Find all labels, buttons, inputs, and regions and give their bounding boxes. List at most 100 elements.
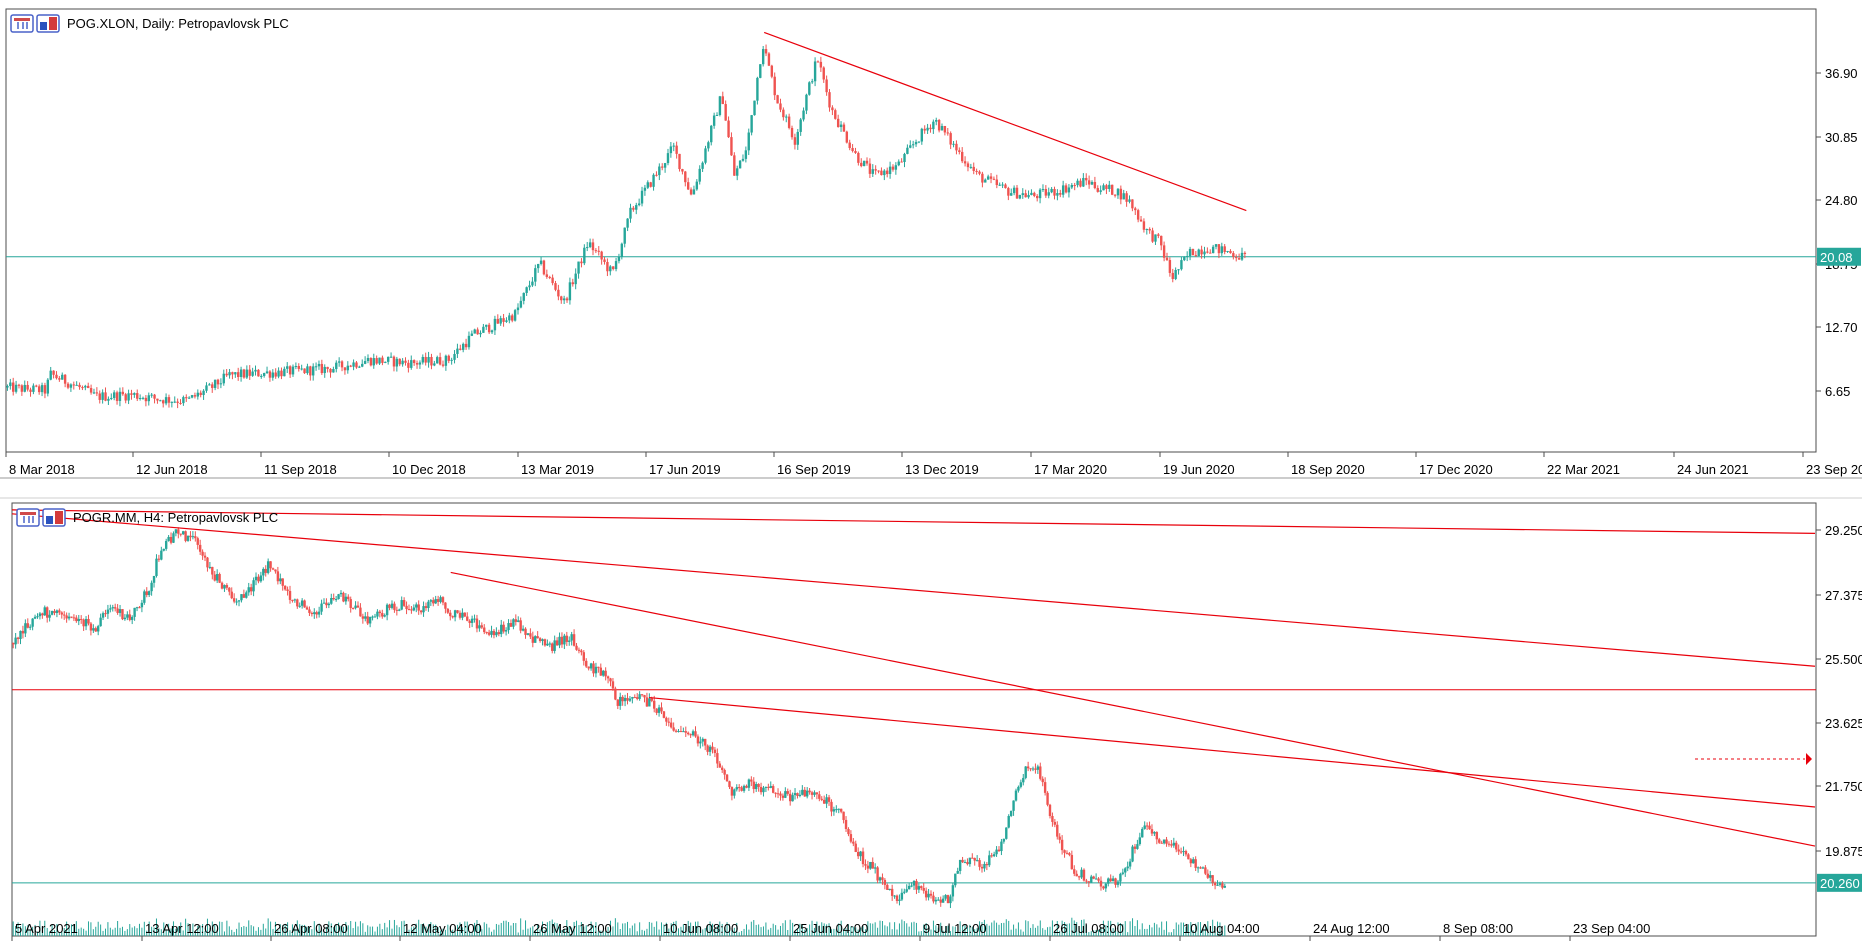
candle bbox=[555, 637, 559, 646]
candle bbox=[1223, 883, 1227, 889]
candle bbox=[109, 604, 112, 613]
candle-body bbox=[417, 604, 420, 611]
candle-body bbox=[791, 795, 794, 802]
candle-body bbox=[1122, 193, 1125, 200]
candle-body bbox=[124, 394, 127, 401]
candle-body bbox=[1012, 187, 1016, 194]
candle bbox=[249, 583, 253, 596]
candle-body bbox=[851, 148, 854, 152]
candle bbox=[891, 164, 895, 172]
candle-body bbox=[352, 362, 355, 367]
candle bbox=[1024, 766, 1027, 780]
trendline[interactable] bbox=[11, 513, 1816, 667]
candle bbox=[900, 888, 904, 902]
chart-window-icon[interactable] bbox=[10, 14, 34, 33]
candle-body bbox=[708, 746, 712, 752]
candle-body bbox=[447, 355, 450, 361]
candle-body bbox=[844, 819, 848, 829]
candle bbox=[911, 140, 915, 149]
candle bbox=[138, 394, 142, 401]
candle bbox=[187, 396, 191, 400]
trendline[interactable] bbox=[11, 509, 1816, 534]
candle-body bbox=[84, 385, 87, 388]
candle bbox=[402, 597, 406, 608]
candle bbox=[660, 702, 663, 715]
candle-body bbox=[1092, 876, 1095, 879]
candle bbox=[935, 117, 938, 126]
candle-body bbox=[1235, 256, 1238, 259]
candle bbox=[897, 159, 900, 167]
candle-body bbox=[127, 393, 130, 401]
candle bbox=[127, 389, 130, 405]
candle bbox=[623, 227, 626, 248]
candle bbox=[915, 878, 918, 895]
trendline[interactable] bbox=[450, 571, 1816, 847]
trendline[interactable] bbox=[649, 696, 1816, 808]
candle-body bbox=[707, 142, 710, 149]
candle-body bbox=[828, 92, 831, 108]
candle-body bbox=[247, 587, 250, 593]
candle-body bbox=[650, 698, 653, 701]
candle-body bbox=[1108, 184, 1111, 189]
candle bbox=[101, 611, 105, 621]
candle-body bbox=[1209, 252, 1212, 254]
candle bbox=[169, 532, 173, 545]
candle bbox=[1092, 875, 1095, 880]
candle-body bbox=[793, 793, 797, 796]
candle bbox=[1060, 835, 1064, 855]
candle bbox=[157, 554, 161, 562]
candle-body bbox=[975, 860, 979, 862]
top-chart-plot[interactable] bbox=[6, 31, 1816, 409]
candle bbox=[265, 366, 269, 375]
candle bbox=[1126, 861, 1129, 872]
candle bbox=[854, 147, 857, 154]
candle bbox=[17, 383, 21, 389]
candle-body bbox=[1150, 829, 1154, 834]
candle bbox=[574, 268, 577, 290]
candle-body bbox=[989, 176, 993, 179]
bottom-chart-window[interactable]: 29.25027.37525.50023.62521.75019.87520.2… bbox=[11, 502, 1862, 941]
chart-window-icon[interactable] bbox=[16, 508, 40, 527]
candle bbox=[816, 60, 820, 63]
candle bbox=[35, 384, 38, 388]
candle-body bbox=[468, 620, 471, 623]
bottom-chart-plot[interactable] bbox=[11, 509, 1816, 909]
candle-body bbox=[1068, 853, 1071, 855]
trendline[interactable] bbox=[763, 31, 1247, 212]
candle-body bbox=[1217, 244, 1221, 254]
candle-body bbox=[126, 614, 129, 618]
candle-body bbox=[1029, 768, 1032, 770]
candle-body bbox=[614, 688, 617, 700]
candle-body bbox=[727, 120, 730, 138]
candle-body bbox=[973, 858, 976, 861]
candle-body bbox=[109, 608, 112, 610]
candle-body bbox=[314, 366, 318, 368]
candle-body bbox=[534, 268, 537, 282]
candle bbox=[441, 596, 445, 606]
candle-body bbox=[1079, 180, 1082, 187]
candle-body bbox=[652, 174, 655, 187]
chart-properties-icon[interactable] bbox=[42, 508, 66, 527]
candle bbox=[1220, 242, 1224, 256]
candle-body bbox=[1099, 880, 1103, 887]
candle bbox=[528, 280, 531, 291]
candle-body bbox=[184, 531, 187, 541]
candle-body bbox=[159, 400, 162, 402]
candle-body bbox=[715, 114, 719, 116]
candle bbox=[82, 618, 85, 631]
candle-body bbox=[107, 398, 110, 401]
candle bbox=[1177, 269, 1180, 275]
candle bbox=[259, 571, 263, 583]
candle bbox=[903, 888, 906, 895]
candle-body bbox=[1200, 249, 1203, 255]
candle bbox=[859, 850, 862, 861]
chart-properties-icon[interactable] bbox=[36, 14, 60, 33]
candle-body bbox=[294, 366, 298, 368]
candle-body bbox=[326, 366, 329, 369]
candle bbox=[611, 678, 615, 691]
candle-body bbox=[1022, 777, 1025, 783]
candle bbox=[372, 353, 375, 369]
candle bbox=[909, 140, 912, 149]
